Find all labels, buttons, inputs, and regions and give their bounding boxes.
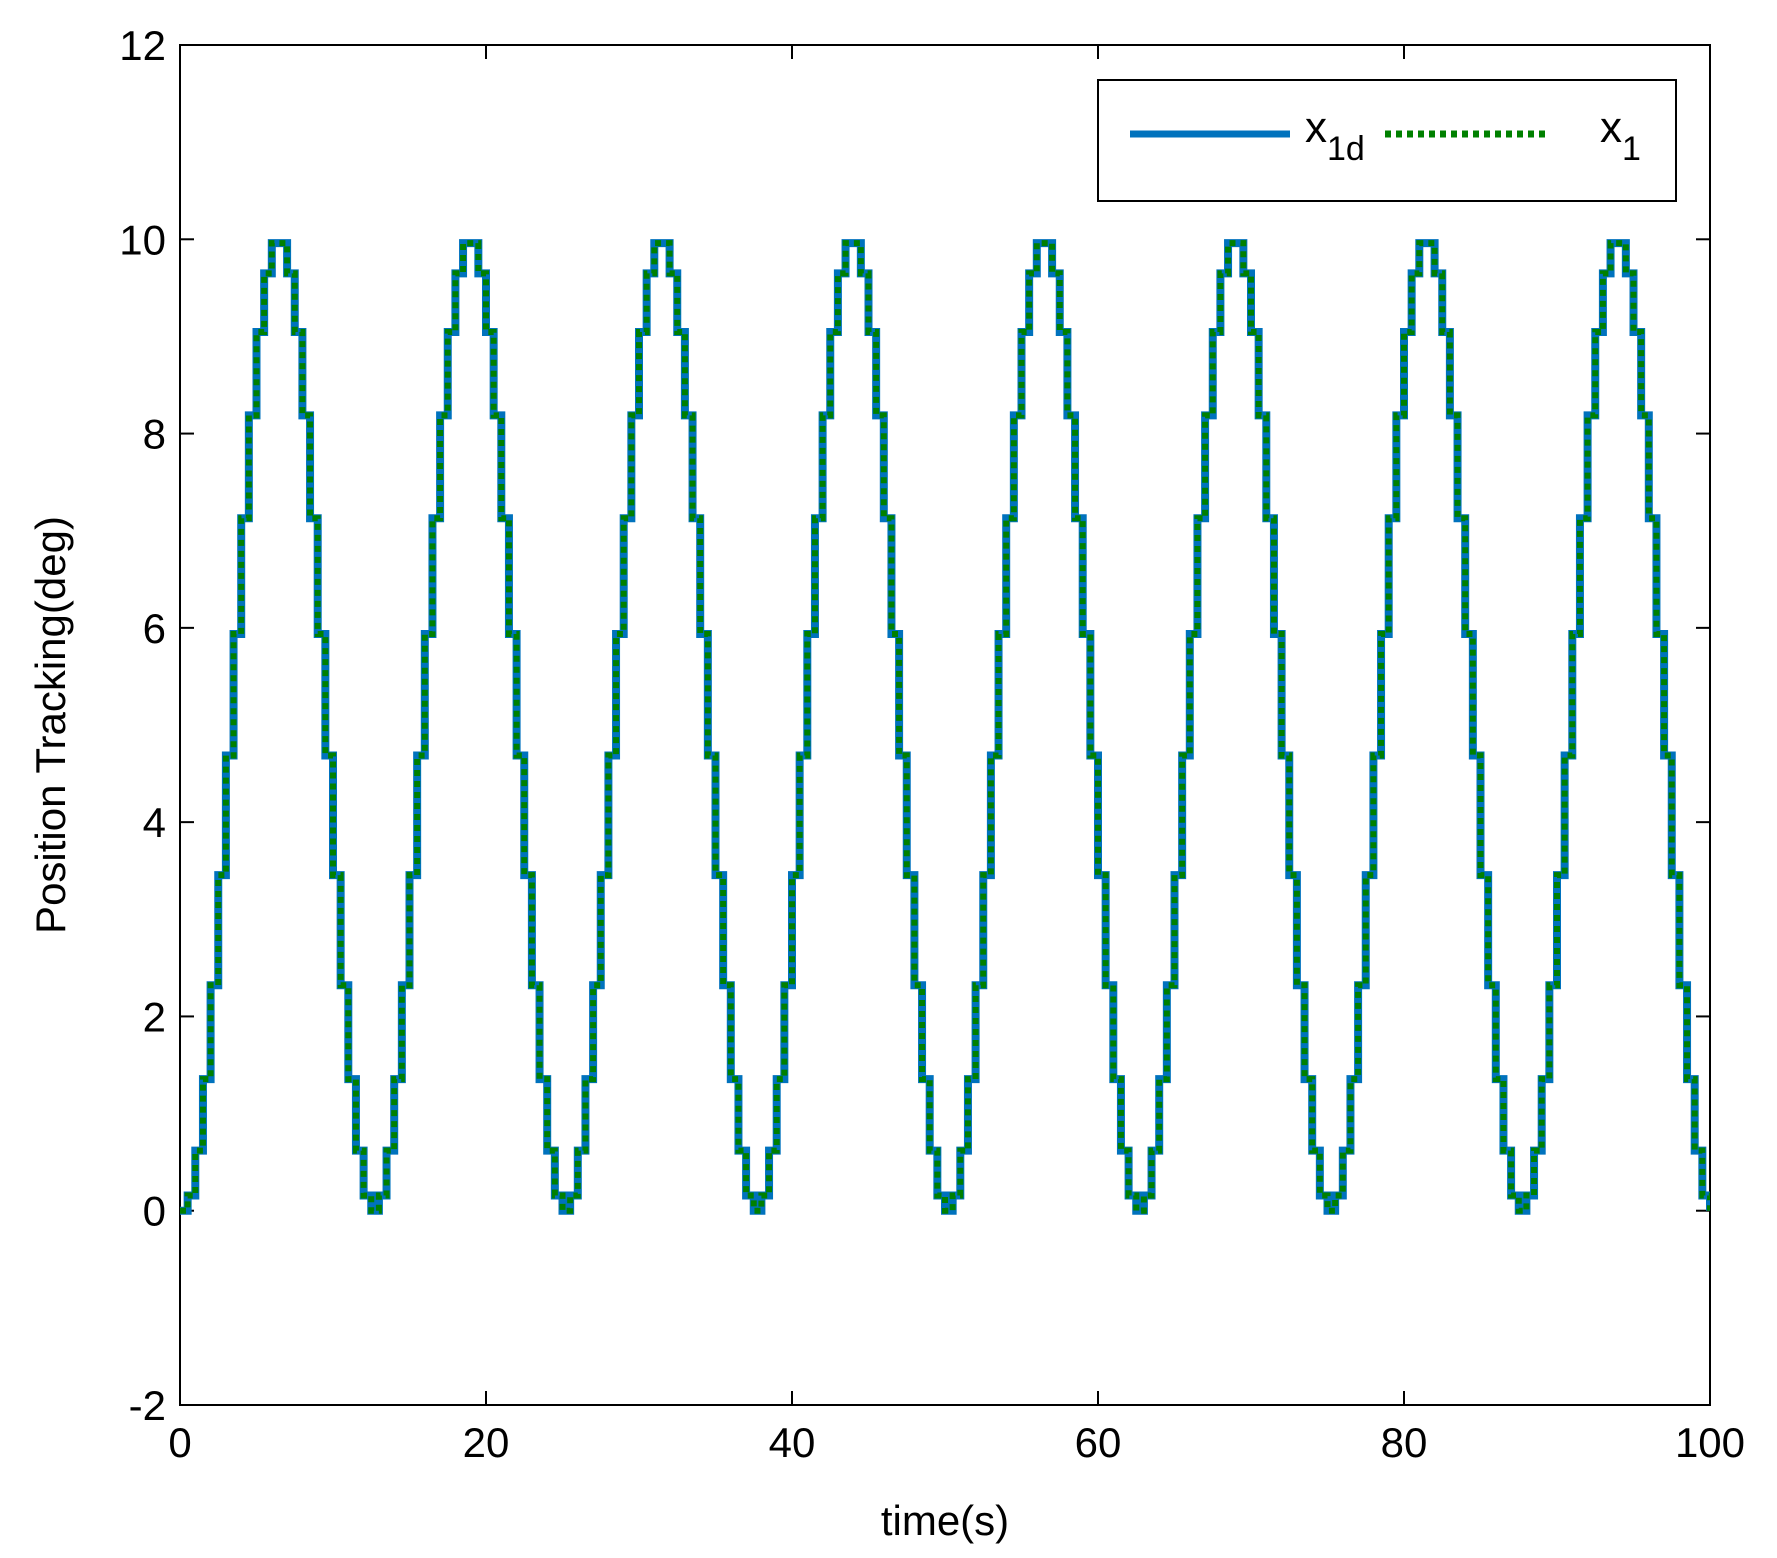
legend-subscript-x1: 1 <box>1622 130 1641 168</box>
x-tick-label: 0 <box>168 1419 191 1466</box>
series-line-x1 <box>180 240 1710 1214</box>
y-tick-label: -2 <box>129 1382 166 1429</box>
y-tick-label: 10 <box>119 216 166 263</box>
y-tick-label: 6 <box>143 605 166 652</box>
legend-box <box>1097 79 1677 202</box>
x-axis-title: time(s) <box>881 1497 1009 1544</box>
x-tick-label: 40 <box>769 1419 816 1466</box>
legend-name-x1: x <box>1600 103 1622 152</box>
legend-subscript-x1d: 1d <box>1327 130 1365 168</box>
plot-area <box>179 44 1711 1406</box>
x-tick-label: 20 <box>463 1419 510 1466</box>
y-axis-ticks: -2 0 2 4 6 8 10 12 <box>119 22 1710 1429</box>
y-tick-label: 8 <box>143 411 166 458</box>
legend: x1d x1 <box>1097 79 1677 202</box>
legend-label-x1: x1 <box>1600 103 1641 168</box>
legend-name-x1d: x <box>1305 103 1327 152</box>
y-tick-label: 2 <box>143 993 166 1040</box>
x-tick-label: 80 <box>1381 1419 1428 1466</box>
y-axis-title: Position Tracking(deg) <box>27 516 74 934</box>
x-tick-label: 100 <box>1675 1419 1745 1466</box>
y-tick-label: 12 <box>119 22 166 69</box>
y-tick-label: 4 <box>143 799 166 846</box>
series-layer <box>180 239 1710 1215</box>
legend-label-x1d: x1d <box>1305 103 1365 168</box>
x-tick-label: 60 <box>1075 1419 1122 1466</box>
x-axis-ticks: 0 20 40 60 80 100 <box>168 45 1745 1466</box>
y-tick-label: 0 <box>143 1188 166 1235</box>
